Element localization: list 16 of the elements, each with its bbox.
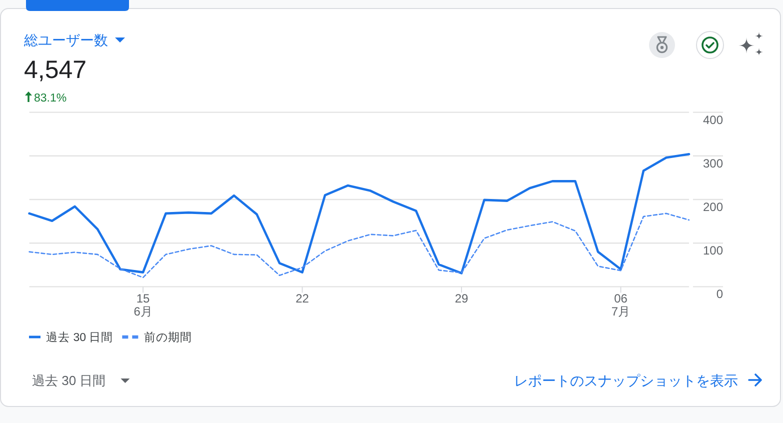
chart-subtitle: 4,547 <box>24 56 87 84</box>
x-tick-label: 29 <box>454 292 469 306</box>
y-tick-label: 100 <box>702 244 724 258</box>
x-tick-label: 22 <box>296 292 310 306</box>
legend-label: 過去 30 日間 <box>46 331 114 344</box>
x-tick-label: 06 7月 <box>611 292 630 319</box>
y-tick-label: 300 <box>702 156 724 170</box>
y-tick-label: 200 <box>702 200 724 214</box>
y-tick-label: 400 <box>702 112 724 127</box>
text: 83.1% <box>34 92 67 104</box>
x-tick-label: 15 6月 <box>134 292 152 319</box>
legend-label: 前の期間 <box>144 331 192 344</box>
text: レポートのスナップショットを表示 <box>514 372 738 388</box>
text: 過去 30 日間 <box>32 373 106 388</box>
chart-title: 総ユーザー数 <box>23 32 108 48</box>
y-tick-label: 0 <box>716 287 724 302</box>
